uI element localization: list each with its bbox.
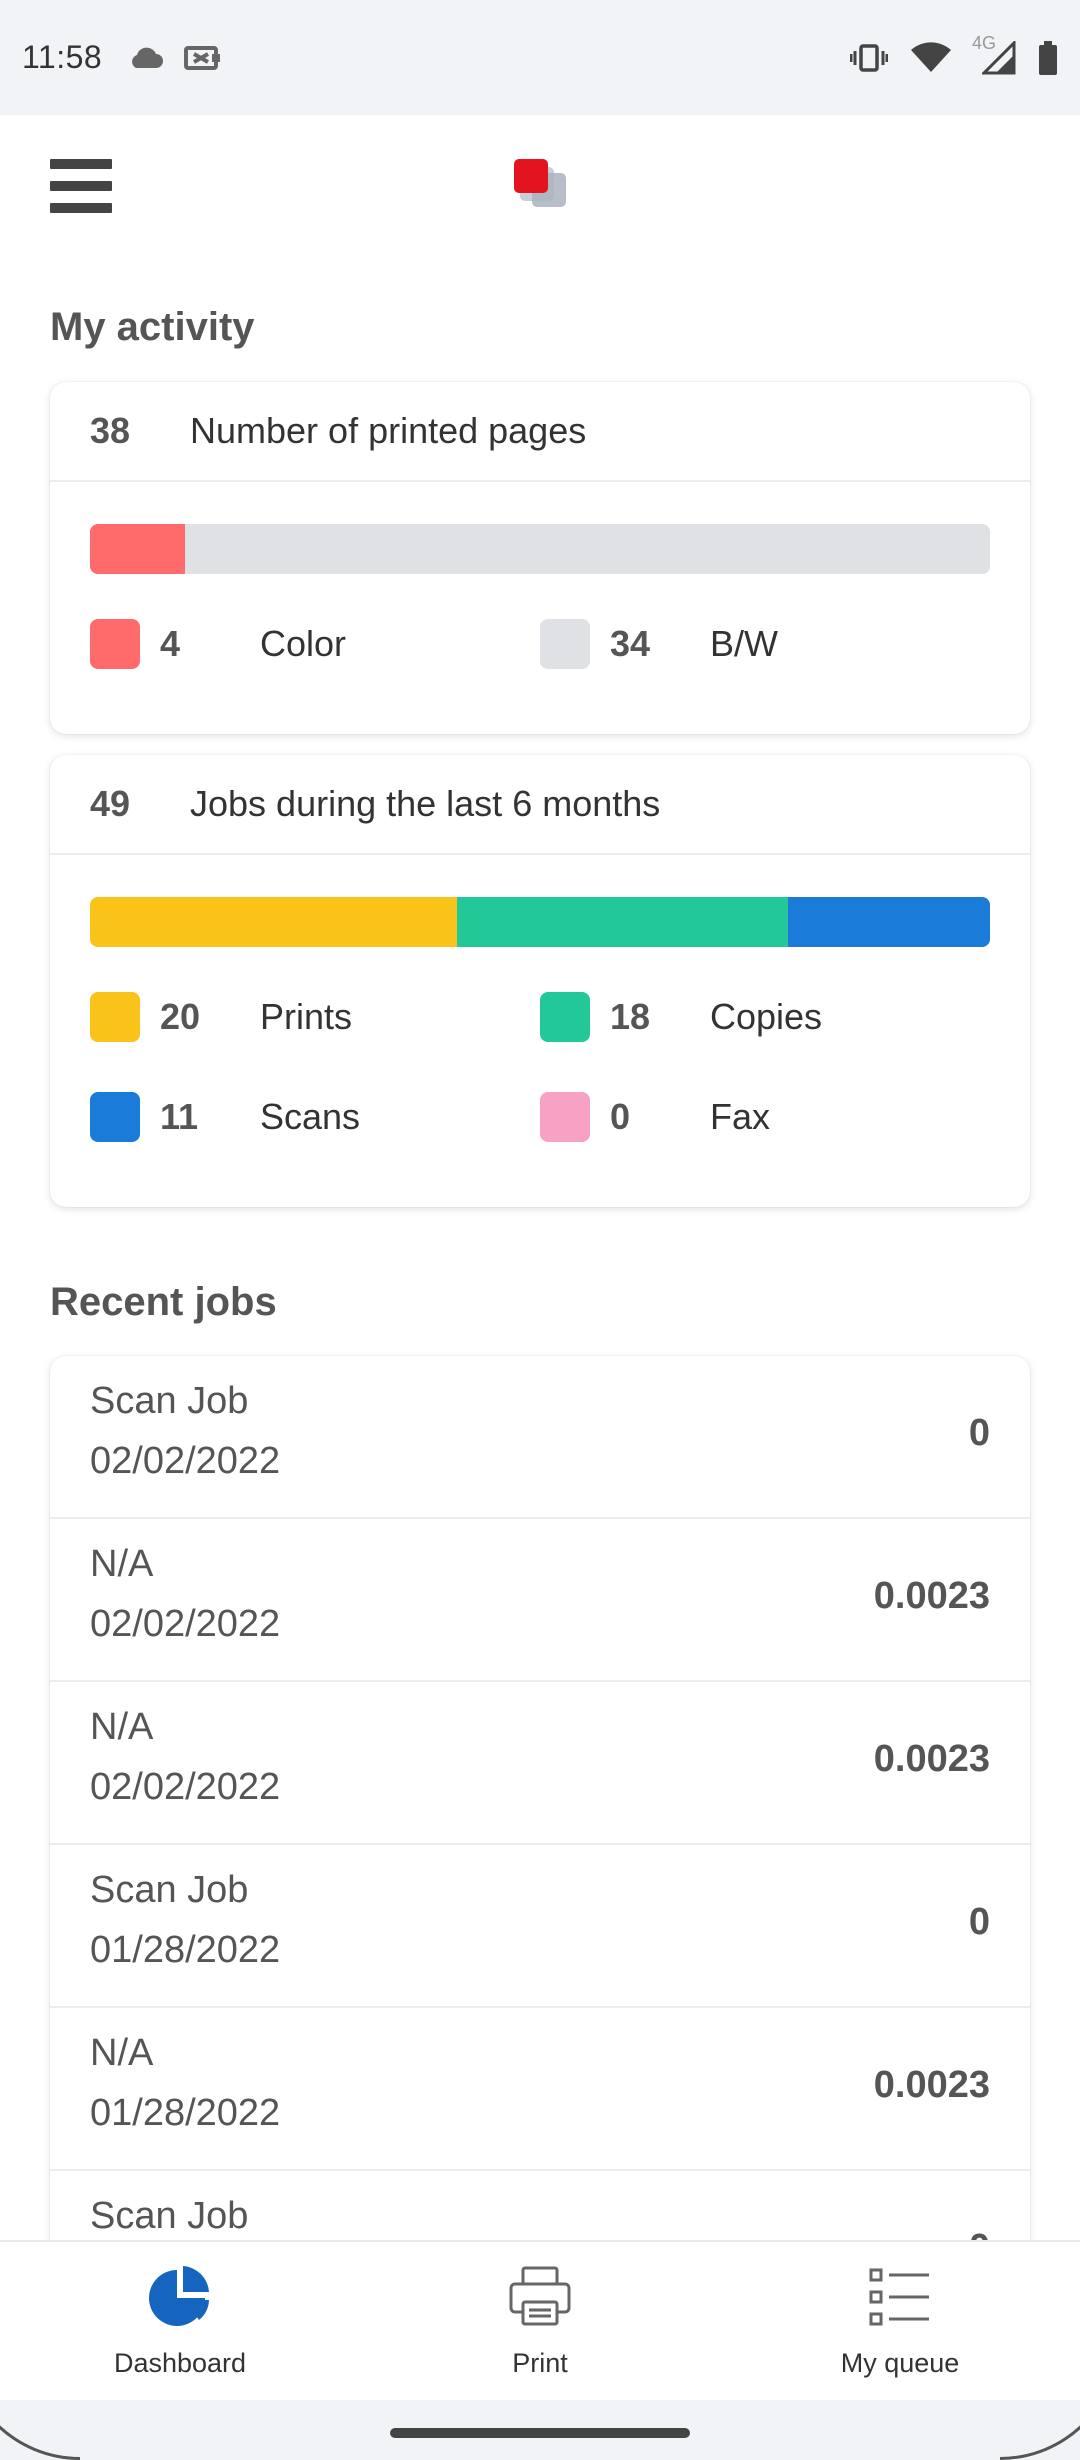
legend-value: 20: [160, 996, 201, 1037]
legend-prints: 20 Prints: [90, 992, 352, 1042]
legend-swatch: [90, 619, 140, 669]
signal-icon: [982, 40, 1016, 74]
nav-label: Dashboard: [113, 2348, 247, 2378]
legend-swatch: [540, 1092, 590, 1142]
printed-pages-bar: [90, 524, 990, 574]
app-logo: [514, 159, 566, 207]
nav-print[interactable]: Print: [360, 2242, 720, 2400]
main-content[interactable]: My activity 38 Number of printed pages 4…: [0, 255, 1080, 2240]
nav-label: My queue: [840, 2348, 960, 2378]
legend-scans: 11 Scans: [90, 1092, 360, 1142]
legend-label: Scans: [260, 1096, 361, 1137]
gesture-area: [0, 2400, 1080, 2460]
card-header: 49 Jobs during the last 6 months: [50, 755, 1030, 855]
legend-swatch: [540, 992, 590, 1042]
legend-label: Color: [260, 623, 347, 664]
printer-icon: [509, 2266, 571, 2326]
home-indicator[interactable]: [390, 2428, 690, 2438]
job-date: 01/28/2022: [90, 2092, 281, 2134]
hamburger-menu-icon[interactable]: [50, 159, 112, 213]
jobs-label: Jobs during the last 6 months: [190, 783, 661, 824]
vibrate-icon: [850, 43, 888, 72]
app-bar: [0, 115, 1080, 255]
section-title-recent-jobs: Recent jobs: [50, 1280, 277, 1324]
bar-segment-copies: [457, 897, 788, 947]
legend-value: 4: [160, 623, 181, 664]
job-cost: 0: [968, 1901, 990, 1943]
job-name: N/A: [90, 2032, 154, 2074]
job-row[interactable]: N/A 02/02/2022 0.0023: [50, 1519, 1030, 1682]
screen-corner: [1000, 2320, 1080, 2460]
job-cost: 0: [969, 2227, 990, 2240]
job-row[interactable]: Scan Job 02/02/2022 0: [50, 1356, 1030, 1519]
printed-pages-total: 38: [90, 410, 131, 451]
network-type-label: 4G: [972, 32, 997, 53]
legend-swatch: [540, 619, 590, 669]
job-cost: 0.0023: [873, 2064, 990, 2106]
bar-segment-scans: [787, 897, 990, 947]
job-name: N/A: [90, 1543, 154, 1585]
status-time: 11:58: [22, 39, 103, 75]
status-right-icons: 4G: [850, 33, 1058, 75]
job-cost: 0.0023: [873, 1575, 990, 1617]
jobs-bar: [90, 897, 990, 947]
nav-my-queue[interactable]: My queue: [720, 2242, 1080, 2400]
bottom-navigation: Dashboard Print My queue: [0, 2240, 1080, 2400]
printed-pages-card: 38 Number of printed pages 4 Color 34 B/…: [50, 382, 1030, 734]
job-date: 01/28/2022: [90, 1929, 281, 1971]
job-date: 02/02/2022: [90, 1440, 281, 1482]
legend-color: 4 Color: [90, 619, 346, 669]
job-name: Scan Job: [90, 1869, 249, 1911]
jobs-total: 49: [90, 783, 131, 824]
legend-label: Prints: [260, 996, 353, 1037]
recent-jobs-list: Scan Job 02/02/2022 0 N/A 02/02/2022 0.0…: [50, 1356, 1030, 2240]
legend-value: 18: [610, 996, 651, 1037]
job-row[interactable]: N/A 01/28/2022 0.0023: [50, 2008, 1030, 2171]
menu-line: [50, 203, 112, 213]
menu-line: [50, 159, 112, 169]
status-bar: 11:58 4G: [0, 0, 1080, 115]
legend-label: B/W: [710, 623, 778, 664]
nav-label: Print: [512, 2348, 568, 2378]
pie-chart-icon: [149, 2266, 209, 2326]
legend-value: 0: [610, 1096, 631, 1137]
card-header: 38 Number of printed pages: [50, 382, 1030, 482]
job-cost: 0.0023: [873, 1738, 990, 1780]
screen-corner: [0, 2320, 80, 2460]
section-title-activity: My activity: [50, 305, 255, 349]
job-name: N/A: [90, 1706, 154, 1748]
signal-indicator: 4G: [972, 33, 1016, 75]
legend-swatch: [90, 992, 140, 1042]
job-name: Scan Job: [90, 2195, 249, 2237]
job-date: 02/02/2022: [90, 1603, 281, 1645]
jobs-card: 49 Jobs during the last 6 months 20 Prin…: [50, 755, 1030, 1207]
job-row[interactable]: Scan Job 0: [50, 2171, 1030, 2240]
wifi-icon: [911, 41, 951, 72]
legend-value: 34: [610, 623, 651, 664]
battery-icon: [1039, 40, 1057, 75]
job-date: 02/02/2022: [90, 1766, 281, 1808]
job-cost: 0: [968, 1412, 990, 1454]
cast-icon: [184, 45, 221, 70]
bar-segment-prints: [90, 897, 458, 947]
menu-line: [50, 181, 112, 191]
job-row[interactable]: N/A 02/02/2022 0.0023: [50, 1682, 1030, 1845]
legend-label: Copies: [710, 996, 823, 1037]
job-row[interactable]: Scan Job 01/28/2022 0: [50, 1845, 1030, 2008]
legend-bw: 34 B/W: [540, 619, 778, 669]
legend-fax: 0 Fax: [540, 1092, 770, 1142]
legend-copies: 18 Copies: [540, 992, 822, 1042]
bar-segment-b-w: [184, 524, 990, 574]
nav-dashboard[interactable]: Dashboard: [0, 2242, 360, 2400]
legend-label: Fax: [710, 1096, 771, 1137]
status-left-icons: [128, 44, 222, 72]
legend-swatch: [90, 1092, 140, 1142]
cloud-icon: [132, 47, 164, 68]
list-icon: [869, 2268, 929, 2326]
bar-segment-color: [90, 524, 185, 574]
job-name: Scan Job: [90, 1380, 249, 1422]
printed-pages-label: Number of printed pages: [190, 410, 587, 451]
legend-value: 11: [160, 1096, 199, 1137]
